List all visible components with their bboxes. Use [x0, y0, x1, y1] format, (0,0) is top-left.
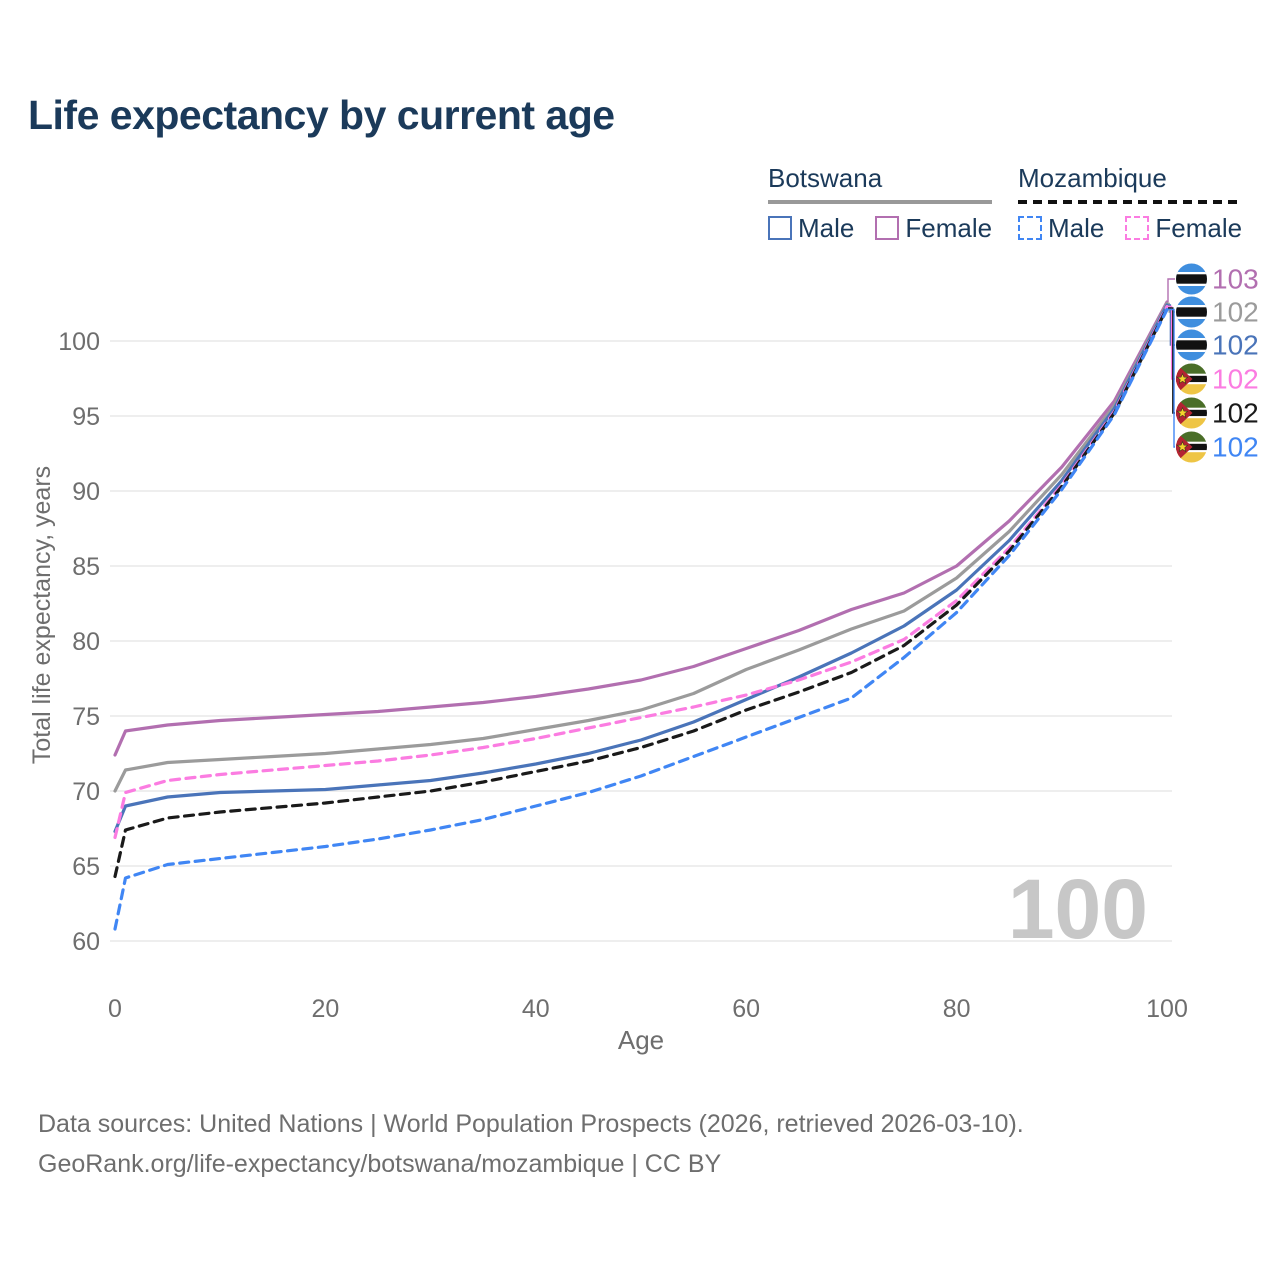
legend-swatch-mozambique-male-icon	[1018, 216, 1042, 240]
legend-group-botswana-label: Botswana	[768, 163, 883, 193]
flag-mozambique-icon	[1176, 363, 1207, 395]
end-label-leader-line	[1168, 308, 1175, 448]
legend-item-label: Male	[1048, 212, 1105, 243]
end-value-label-mozambique-both-sexes-: 102	[1212, 398, 1259, 429]
end-label-leader-line	[1167, 278, 1175, 302]
y-tick-label-60: 60	[72, 928, 100, 956]
end-value-label-mozambique-female: 102	[1212, 364, 1259, 395]
watermark-age-100: 100	[1008, 862, 1148, 956]
legend-item-label: Male	[798, 212, 855, 243]
legend-group-botswana: Botswana Male Female	[768, 163, 993, 244]
end-value-label-botswana-female: 103	[1212, 264, 1259, 295]
series-line-botswana-male	[113, 303, 1169, 834]
page-title: Life expectancy by current age	[28, 92, 615, 138]
y-tick-label-80: 80	[72, 628, 100, 656]
end-value-label-botswana-male: 102	[1212, 330, 1259, 361]
legend-item-botswana-female[interactable]: Female	[875, 213, 992, 244]
x-tick-label-60: 60	[732, 995, 760, 1023]
legend-swatch-botswana-male-icon	[768, 216, 792, 240]
series-line-mozambique-female	[113, 304, 1169, 840]
y-tick-label-70: 70	[72, 778, 100, 806]
legend-solid-line-sample	[768, 200, 993, 204]
legend-swatch-mozambique-female-icon	[1125, 216, 1150, 240]
x-tick-label-80: 80	[943, 995, 971, 1023]
legend-swatch-botswana-female-icon	[875, 216, 900, 240]
legend-group-mozambique-label: Mozambique	[1018, 163, 1167, 193]
footer-data-sources: Data sources: United Nations | World Pop…	[38, 1110, 1024, 1138]
footer-url: GeoRank.org/life-expectancy/botswana/moz…	[38, 1150, 722, 1178]
flag-mozambique-icon	[1176, 431, 1207, 463]
x-tick-label-0: 0	[108, 995, 122, 1023]
series-line-botswana-female	[113, 300, 1169, 757]
y-tick-label-65: 65	[72, 853, 100, 881]
legend-item-label: Female	[905, 212, 993, 243]
flag-botswana-icon	[1176, 296, 1207, 328]
y-tick-label-90: 90	[72, 478, 100, 506]
flag-mozambique-icon	[1176, 397, 1207, 429]
x-tick-label-40: 40	[522, 995, 550, 1023]
flag-botswana-icon	[1176, 329, 1207, 361]
y-axis-title: Total life expectancy, years	[28, 466, 56, 764]
legend-dashed-line-sample	[1018, 200, 1243, 204]
x-axis-title: Age	[618, 1025, 664, 1055]
end-value-label-botswana-both-sexes-: 102	[1212, 297, 1259, 328]
series-line-mozambique-both-sexes-	[113, 306, 1169, 879]
y-tick-label-100: 100	[58, 328, 100, 356]
x-tick-label-20: 20	[311, 995, 339, 1023]
legend-group-mozambique: Mozambique Male Female	[1018, 163, 1243, 244]
x-tick-label-100: 100	[1146, 995, 1188, 1023]
flag-botswana-icon	[1176, 263, 1207, 295]
series-line-botswana-both-sexes-	[113, 301, 1169, 793]
series-line-mozambique-male	[113, 307, 1169, 931]
y-tick-label-75: 75	[72, 703, 100, 731]
legend-item-mozambique-female[interactable]: Female	[1125, 213, 1242, 244]
y-tick-label-95: 95	[72, 403, 100, 431]
legend-item-mozambique-male[interactable]: Male	[1018, 213, 1104, 244]
legend-item-label: Female	[1155, 212, 1243, 243]
y-tick-label-85: 85	[72, 553, 100, 581]
legend-item-botswana-male[interactable]: Male	[768, 213, 854, 244]
end-value-label-mozambique-male: 102	[1212, 432, 1259, 463]
